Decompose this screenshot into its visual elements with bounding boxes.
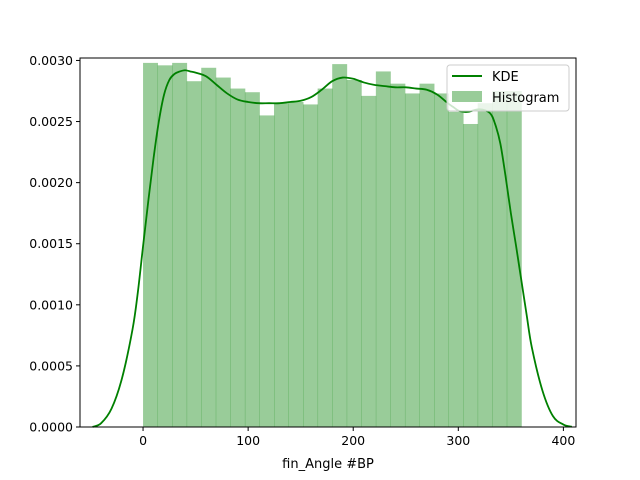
histogram-bar bbox=[492, 90, 508, 428]
histogram-bar bbox=[143, 62, 159, 427]
histogram-bar bbox=[288, 101, 304, 427]
histogram-bar bbox=[259, 115, 275, 427]
histogram-bar bbox=[448, 111, 464, 427]
y-tick-label: 0.0005 bbox=[29, 358, 73, 373]
y-tick-label: 0.0020 bbox=[29, 175, 73, 190]
histogram-bar bbox=[390, 83, 406, 428]
histogram-bar bbox=[332, 64, 348, 428]
x-tick-label: 200 bbox=[341, 433, 365, 448]
histogram-bar bbox=[434, 93, 450, 427]
legend-histogram-label: Histogram bbox=[492, 91, 559, 106]
legend: KDE Histogram bbox=[446, 64, 570, 112]
y-tick-label: 0.0015 bbox=[29, 236, 73, 251]
y-tick-label: 0.0000 bbox=[29, 420, 73, 435]
histogram-bar bbox=[274, 103, 289, 427]
x-tick-label: 100 bbox=[236, 433, 260, 448]
legend-kde-label: KDE bbox=[492, 70, 519, 85]
y-tick-label: 0.0010 bbox=[29, 297, 73, 312]
kde-layer bbox=[92, 69, 573, 428]
x-tick-label: 300 bbox=[446, 433, 470, 448]
histogram-bar bbox=[477, 103, 493, 427]
x-tick-label: 0 bbox=[139, 433, 147, 448]
histogram-bar bbox=[404, 93, 420, 427]
histogram-bar bbox=[463, 123, 479, 427]
histogram-bar bbox=[303, 104, 319, 427]
y-axis-ticks: 0.0000 0.0005 0.0010 0.0015 0.0020 0.0025 0.00… bbox=[29, 53, 80, 435]
y-tick-label: 0.0030 bbox=[29, 53, 73, 68]
histogram-bar bbox=[157, 65, 173, 428]
histogram-bar bbox=[375, 71, 391, 427]
x-axis-label: fin_Angle #BP bbox=[282, 457, 374, 472]
x-tick-label: 400 bbox=[551, 433, 575, 448]
y-tick-label: 0.0025 bbox=[29, 114, 73, 129]
histogram-bar bbox=[201, 67, 217, 427]
axes-frame bbox=[79, 57, 577, 428]
histogram-bar bbox=[230, 88, 246, 427]
histogram-bar bbox=[317, 88, 333, 427]
histogram-bar bbox=[419, 83, 435, 428]
x-axis-ticks: 0 100 200 300 400 bbox=[139, 427, 575, 448]
histogram-bar bbox=[361, 95, 377, 427]
histogram-bar bbox=[244, 92, 260, 428]
kde-line bbox=[92, 69, 573, 428]
histogram-bar bbox=[506, 90, 522, 428]
histogram-bars bbox=[143, 62, 522, 428]
histogram-bar bbox=[186, 81, 202, 427]
histogram-bar bbox=[172, 62, 188, 427]
legend-histogram-swatch bbox=[452, 91, 482, 102]
histogram-bar bbox=[346, 79, 362, 427]
histogram-bar bbox=[215, 77, 231, 427]
